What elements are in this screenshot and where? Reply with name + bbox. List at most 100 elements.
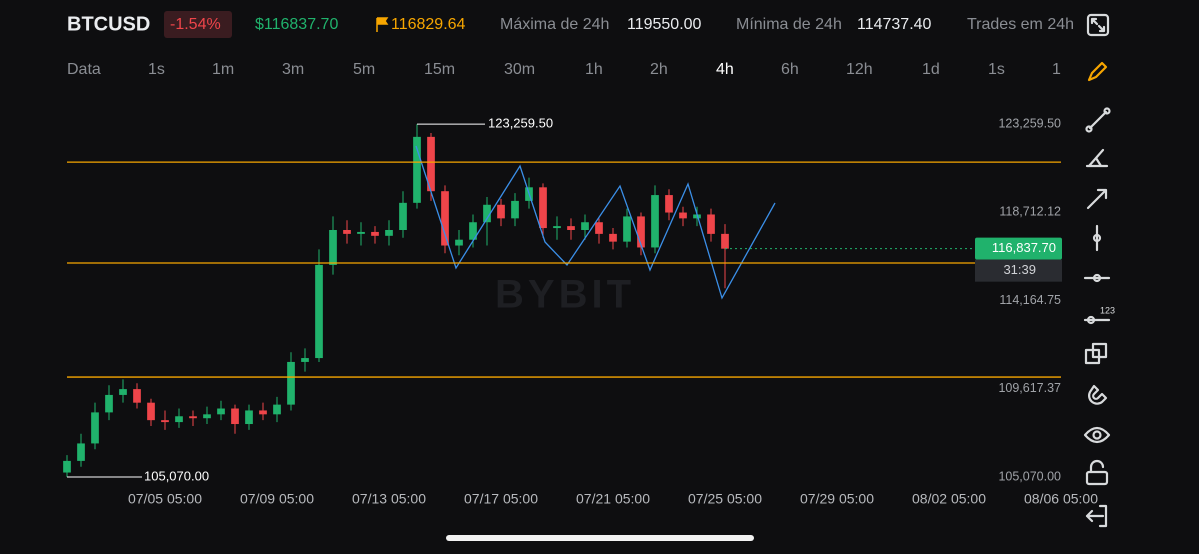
x-tick-label: 08/02 05:00: [912, 491, 986, 507]
price-label: 116,837.70: [992, 240, 1056, 255]
timeframe[interactable]: 1d: [922, 61, 940, 78]
timeframe[interactable]: 4h: [716, 61, 734, 78]
flag-icon: [376, 17, 389, 32]
timeframe[interactable]: 3m: [282, 61, 304, 78]
candle-body: [679, 212, 687, 219]
candle-body: [217, 408, 225, 415]
timeframe[interactable]: 1: [1052, 61, 1061, 78]
countdown-badge: [975, 259, 1062, 282]
ray-icon[interactable]: [1085, 148, 1109, 168]
candle-body: [77, 443, 85, 461]
candle-body: [651, 195, 659, 248]
timeframe[interactable]: 1m: [212, 61, 234, 78]
arrow-icon[interactable]: [1086, 188, 1108, 210]
x-tick-label: 07/17 05:00: [464, 491, 538, 507]
lock-icon[interactable]: [1085, 459, 1109, 486]
y-tick-label: 114,164.75: [999, 293, 1061, 307]
candle-body: [259, 410, 267, 415]
change-badge: [164, 11, 232, 38]
candle-body: [455, 239, 463, 246]
candle-body: [399, 202, 407, 230]
candle-body: [707, 214, 715, 234]
watermark: BYBIT: [495, 273, 635, 317]
x-tick-label: 07/21 05:00: [576, 491, 650, 507]
y-tick-label: 109,617.37: [998, 381, 1061, 395]
high-label: Máxima de 24h: [500, 16, 609, 33]
trendline-icon[interactable]: [1085, 107, 1111, 133]
price-icon[interactable]: [1083, 315, 1111, 325]
candle-body: [315, 264, 323, 359]
candle-body: [203, 414, 211, 419]
fullscreen-icon[interactable]: [1086, 13, 1110, 37]
x-tick-label: 07/13 05:00: [352, 491, 426, 507]
candle-body: [595, 222, 603, 234]
candle-body: [371, 231, 379, 236]
x-tick-label: 08/06 05:00: [1024, 491, 1098, 507]
candle-body: [427, 136, 435, 192]
y-tick-label: 118,712.12: [999, 205, 1061, 219]
pencil-icon[interactable]: [1087, 61, 1108, 82]
candle-body: [63, 460, 71, 473]
high-marker-label: 123,259.50: [488, 116, 553, 131]
home-indicator: [446, 535, 754, 541]
candle-body: [343, 230, 351, 234]
candle-body: [147, 402, 155, 421]
timeframe[interactable]: 12h: [846, 61, 873, 78]
candle-body: [301, 358, 309, 362]
candle-body: [623, 216, 631, 242]
x-tick-label: 07/09 05:00: [240, 491, 314, 507]
candle-body: [721, 233, 729, 249]
timeframe[interactable]: 1s: [148, 61, 165, 78]
timeframe[interactable]: 5m: [353, 61, 375, 78]
vline-icon[interactable]: [1092, 224, 1102, 252]
eye-icon[interactable]: [1083, 426, 1111, 444]
candle-body: [119, 389, 127, 395]
timeframe[interactable]: 2h: [650, 61, 668, 78]
candle-body: [329, 230, 337, 265]
x-tick-label: 07/25 05:00: [688, 491, 762, 507]
candle-body: [287, 361, 295, 405]
hline-icon[interactable]: [1083, 273, 1111, 283]
low-label: Mínima de 24h: [736, 16, 842, 33]
timeframe[interactable]: 1s: [988, 61, 1005, 78]
candle-body: [497, 204, 505, 219]
candle-body: [105, 394, 113, 413]
timeframe[interactable]: 6h: [781, 61, 799, 78]
header: BTCUSD -1.54% $116837.70 116829.64 Máxim…: [67, 11, 1074, 38]
x-tick-label: 07/29 05:00: [800, 491, 874, 507]
candle-body: [357, 231, 365, 234]
layers-icon[interactable]: [1084, 342, 1108, 365]
x-tick-label: 07/05 05:00: [128, 491, 202, 507]
symbol[interactable]: BTCUSD: [67, 13, 150, 35]
timeframe[interactable]: 30m: [504, 61, 535, 78]
low-value: 114737.40: [857, 16, 932, 33]
candle-body: [245, 410, 253, 425]
candle-body: [609, 233, 617, 242]
magnet-icon[interactable]: [1088, 384, 1108, 405]
candle-body: [189, 416, 197, 419]
candle-body: [581, 222, 589, 230]
low-marker-label: 105,070.00: [144, 468, 209, 483]
candle-body: [385, 230, 393, 236]
candle-body: [231, 408, 239, 425]
candle-body: [441, 191, 449, 246]
timeframe[interactable]: Data: [67, 61, 101, 78]
plot: [63, 124, 729, 477]
last-price: $116837.70: [255, 16, 338, 33]
candle-body: [637, 216, 645, 248]
candle-body: [175, 416, 183, 423]
trades-label: Trades em 24h: [967, 16, 1074, 33]
candle-body: [133, 389, 141, 403]
candle-body: [91, 412, 99, 444]
timeframe[interactable]: 15m: [424, 61, 455, 78]
exit-icon[interactable]: [1085, 504, 1108, 528]
candle-body: [511, 200, 519, 219]
timeframe[interactable]: 1h: [585, 61, 603, 78]
price-badge: [975, 237, 1062, 260]
candle-body: [567, 226, 575, 230]
high-value: 119550.00: [627, 16, 702, 33]
candle-body: [553, 226, 561, 229]
toolbar: 123: [1083, 13, 1115, 528]
price-icon-text: 123: [1100, 305, 1115, 315]
